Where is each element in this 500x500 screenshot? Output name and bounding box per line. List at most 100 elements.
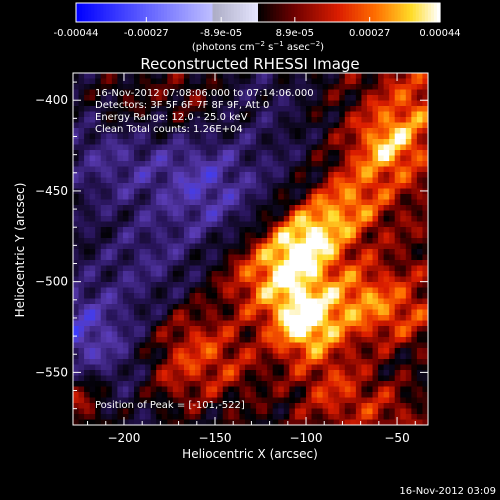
heatmap-cell xyxy=(161,315,168,321)
heatmap-cell xyxy=(383,386,390,393)
heatmap-cell xyxy=(84,155,91,162)
heatmap-cell xyxy=(117,221,124,228)
heatmap-cell xyxy=(339,78,346,85)
heatmap-cell xyxy=(84,370,91,376)
heatmap-cell xyxy=(378,232,385,239)
heatmap-cell xyxy=(366,403,374,409)
heatmap-cell xyxy=(122,188,129,195)
heatmap-cell xyxy=(156,95,163,101)
heatmap-cell xyxy=(89,243,96,250)
heatmap-cell xyxy=(233,100,240,107)
heatmap-cell xyxy=(405,419,412,426)
heatmap-cell xyxy=(84,243,91,250)
heatmap-cell xyxy=(289,370,296,376)
heatmap-cell xyxy=(106,403,113,409)
y-tick-label: −500 xyxy=(35,275,68,289)
heatmap-cell xyxy=(84,161,91,167)
heatmap-cell xyxy=(339,353,346,360)
heatmap-cell xyxy=(228,150,235,156)
heatmap-cell xyxy=(305,260,313,266)
heatmap-cell xyxy=(239,111,246,118)
heatmap-cell xyxy=(228,309,235,316)
heatmap-cell xyxy=(106,210,113,217)
heatmap-cell xyxy=(294,381,301,387)
heatmap-cell xyxy=(416,265,423,272)
heatmap-cell xyxy=(372,227,379,233)
heatmap-cell xyxy=(311,282,318,288)
heatmap-cell xyxy=(134,337,141,343)
heatmap-cell xyxy=(350,304,357,310)
heatmap-cell xyxy=(156,166,163,173)
heatmap-cell xyxy=(339,172,346,178)
heatmap-cell xyxy=(206,397,213,404)
heatmap-cell xyxy=(239,172,246,178)
heatmap-cell xyxy=(350,150,357,156)
heatmap-cell xyxy=(244,403,251,409)
heatmap-cell xyxy=(294,298,301,305)
heatmap-cell xyxy=(422,227,429,233)
heatmap-cell xyxy=(422,375,429,382)
heatmap-cell xyxy=(84,260,91,266)
heatmap-cell xyxy=(261,353,268,360)
heatmap-cell xyxy=(328,403,335,409)
heatmap-cell xyxy=(250,227,257,233)
heatmap-cell xyxy=(328,144,335,151)
heatmap-cell xyxy=(333,403,340,409)
heatmap-cell xyxy=(361,166,368,173)
heatmap-cell xyxy=(167,106,174,112)
heatmap-cell xyxy=(122,133,129,140)
heatmap-cell xyxy=(378,331,385,338)
heatmap-cell xyxy=(106,100,113,107)
heatmap-cell xyxy=(394,370,401,376)
heatmap-cell xyxy=(256,139,263,145)
heatmap-cell xyxy=(378,161,385,167)
heatmap-cell xyxy=(278,348,285,354)
heatmap-cell xyxy=(89,386,96,393)
heatmap-cell xyxy=(222,106,229,112)
heatmap-cell xyxy=(139,177,146,184)
heatmap-cell xyxy=(350,100,357,107)
heatmap-cell xyxy=(195,320,202,327)
heatmap-cell xyxy=(383,243,390,250)
heatmap-cell xyxy=(100,309,107,316)
heatmap-cell xyxy=(300,353,307,360)
heatmap-cell xyxy=(145,287,152,294)
heatmap-cell xyxy=(111,117,118,123)
heatmap-cell xyxy=(222,315,229,321)
heatmap-cell xyxy=(183,348,190,354)
heatmap-cell xyxy=(172,221,179,228)
heatmap-cell xyxy=(261,331,268,338)
heatmap-cell xyxy=(250,249,257,255)
heatmap-cell xyxy=(117,205,124,211)
colorbar-cell xyxy=(421,3,426,22)
heatmap-cell xyxy=(211,403,218,409)
heatmap-cell xyxy=(106,381,113,387)
heatmap-cell xyxy=(383,166,390,173)
heatmap-cell xyxy=(272,166,279,173)
heatmap-cell xyxy=(106,315,113,321)
heatmap-cell xyxy=(389,150,396,156)
heatmap-cell xyxy=(405,183,412,189)
heatmap-cell xyxy=(111,265,118,272)
colorbar-cell xyxy=(397,3,402,22)
colorbar-cell xyxy=(376,3,380,22)
heatmap-cell xyxy=(156,205,163,211)
heatmap-cell xyxy=(89,133,96,140)
heatmap-cell xyxy=(244,122,251,129)
heatmap-cell xyxy=(289,320,296,327)
heatmap-cell xyxy=(78,111,85,118)
heatmap-cell xyxy=(361,381,368,387)
heatmap-cell xyxy=(305,166,313,173)
heatmap-cell xyxy=(211,177,218,184)
colorbar-cell xyxy=(91,3,95,22)
heatmap-cell xyxy=(233,238,240,244)
heatmap-cell xyxy=(339,232,346,239)
heatmap-cell xyxy=(128,282,135,288)
heatmap-cell xyxy=(267,89,274,96)
heatmap-cell xyxy=(195,326,202,332)
heatmap-cell xyxy=(411,216,418,222)
heatmap-cell xyxy=(283,364,290,371)
heatmap-cell xyxy=(422,298,429,305)
heatmap-cell xyxy=(416,271,423,277)
heatmap-cell xyxy=(422,419,429,426)
